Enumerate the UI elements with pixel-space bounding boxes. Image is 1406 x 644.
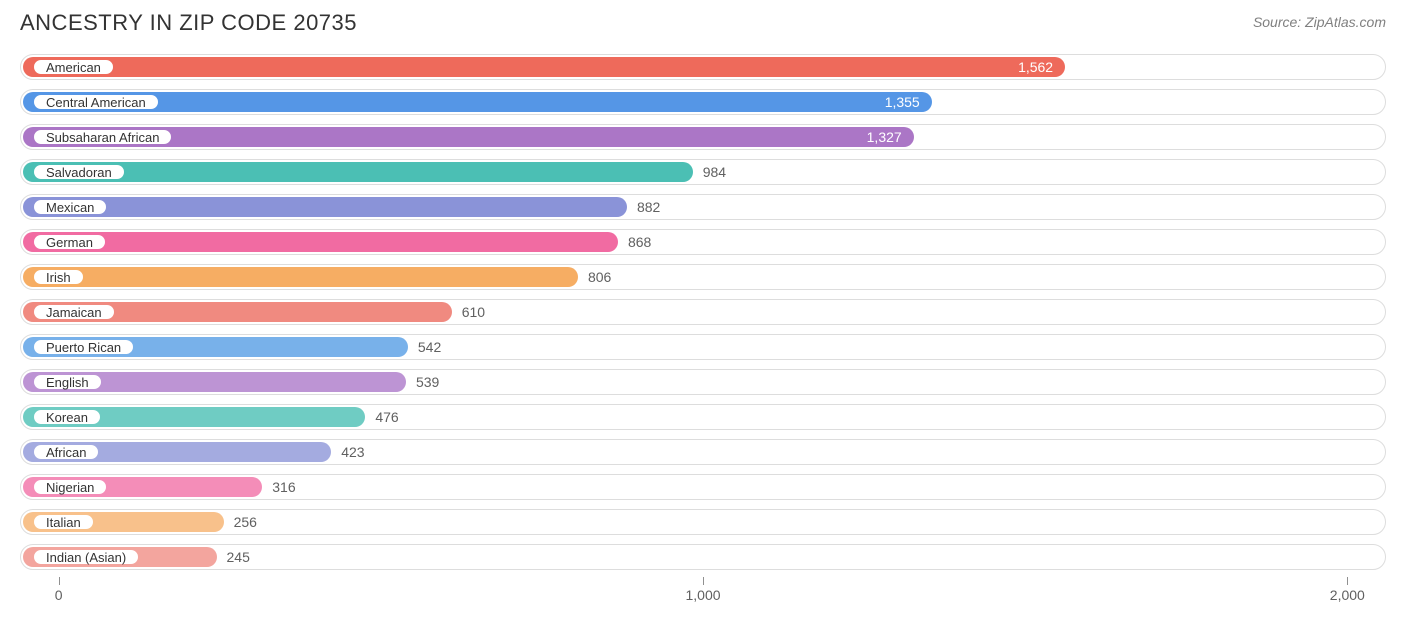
bar-label: Salvadoran: [32, 163, 126, 181]
axis-tick: [1347, 577, 1348, 585]
bar-value: 539: [406, 369, 439, 395]
bar-value: 806: [578, 264, 611, 290]
bar-value: 882: [627, 194, 660, 220]
bar-label: Italian: [32, 513, 95, 531]
bar-label: African: [32, 443, 100, 461]
axis-tick: [703, 577, 704, 585]
bar-row: American1,562: [20, 54, 1386, 80]
bar-row: Subsaharan African1,327: [20, 124, 1386, 150]
bar-value: 868: [618, 229, 651, 255]
axis-tick: [59, 577, 60, 585]
bar-label: Jamaican: [32, 303, 116, 321]
bar-label: Nigerian: [32, 478, 108, 496]
chart-source: Source: ZipAtlas.com: [1253, 10, 1386, 30]
x-axis: 0 1,000 2,000: [20, 577, 1386, 607]
bar-row: German 868: [20, 229, 1386, 255]
bar-row: Irish 806: [20, 264, 1386, 290]
bar-value: 1,327: [20, 124, 914, 150]
bar-value: 245: [217, 544, 250, 570]
chart-bars-container: American1,562 Central American1,355 Subsah…: [20, 54, 1386, 570]
bar-label: Mexican: [32, 198, 108, 216]
bar-value: 316: [262, 474, 295, 500]
bar-value: 610: [452, 299, 485, 325]
bar-row: Korean 476: [20, 404, 1386, 430]
bar-value: 1,562: [20, 54, 1065, 80]
bar-row: African 423: [20, 439, 1386, 465]
bar-label: Irish: [32, 268, 85, 286]
bar-fill: [23, 267, 578, 287]
axis-tick-label: 0: [55, 587, 63, 603]
bar-row: Puerto Rican 542: [20, 334, 1386, 360]
axis-tick-label: 2,000: [1330, 587, 1365, 603]
bar-value: 542: [408, 334, 441, 360]
chart-header: ANCESTRY IN ZIP CODE 20735 Source: ZipAt…: [0, 0, 1406, 40]
axis-tick-label: 1,000: [685, 587, 720, 603]
bar-label: German: [32, 233, 107, 251]
bar-row: Indian (Asian) 245: [20, 544, 1386, 570]
bar-value: 984: [693, 159, 726, 185]
bar-row: Nigerian 316: [20, 474, 1386, 500]
bar-row: English 539: [20, 369, 1386, 395]
bar-value: 476: [365, 404, 398, 430]
bar-fill: [23, 197, 627, 217]
bar-row: Italian 256: [20, 509, 1386, 535]
bar-label: English: [32, 373, 103, 391]
bar-value: 1,355: [20, 89, 932, 115]
chart-title: ANCESTRY IN ZIP CODE 20735: [20, 10, 357, 36]
bar-row: Jamaican 610: [20, 299, 1386, 325]
bar-label: Puerto Rican: [32, 338, 135, 356]
bar-fill: [23, 232, 618, 252]
bar-row: Salvadoran 984: [20, 159, 1386, 185]
bar-row: Central American1,355: [20, 89, 1386, 115]
bar-value: 423: [331, 439, 364, 465]
bar-value: 256: [224, 509, 257, 535]
bar-label: Korean: [32, 408, 102, 426]
chart-area: American1,562 Central American1,355 Subsah…: [0, 40, 1406, 607]
bar-row: Mexican 882: [20, 194, 1386, 220]
bar-label: Indian (Asian): [32, 548, 140, 566]
